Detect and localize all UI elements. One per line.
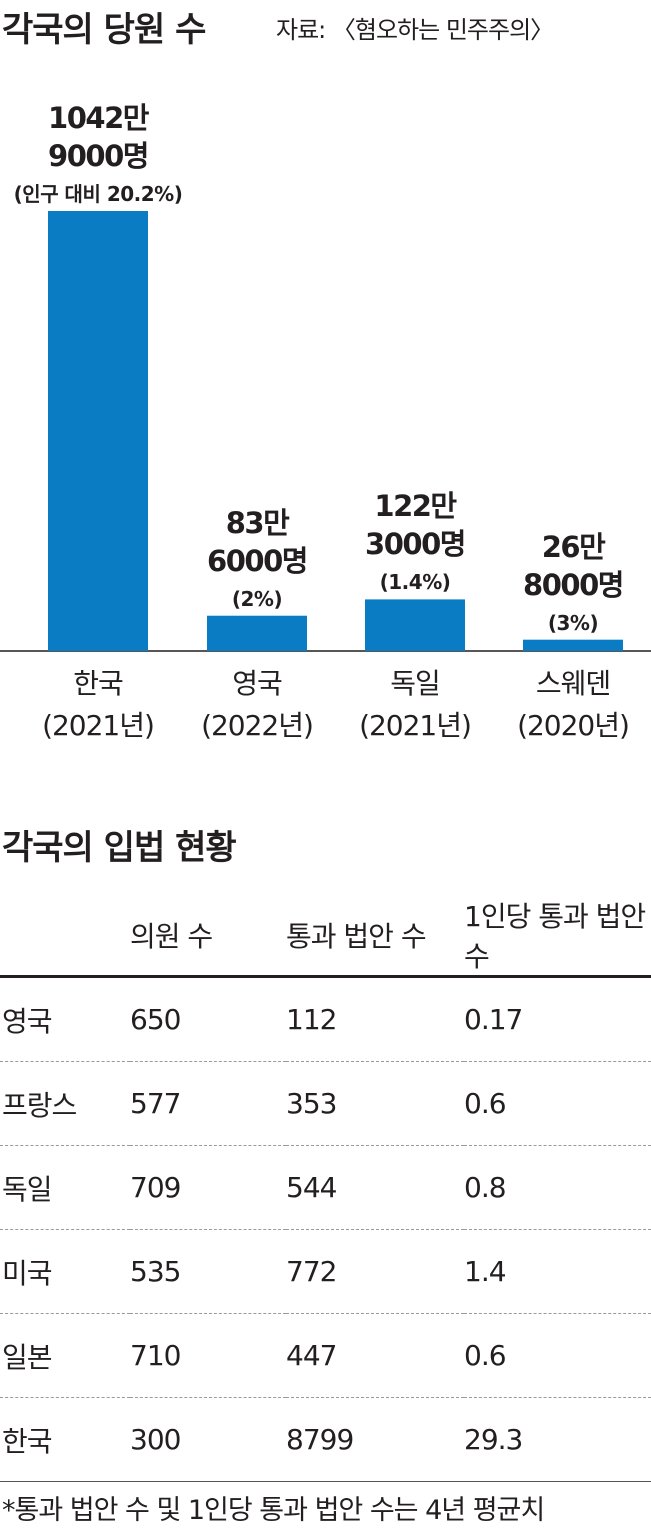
category-year: (2021년) [359,709,472,742]
cell-members: 300 [130,1423,181,1456]
cell-bills: 544 [286,1171,337,1204]
cell-members: 710 [130,1339,181,1372]
cell-country: 독일 [2,1172,53,1206]
value-label-line: 122만 [374,489,457,524]
cell-bills-per-member: 0.17 [464,1003,523,1036]
pct-label: (인구 대비 20.2%) [13,182,183,206]
value-label-line: 3000명 [365,527,466,562]
cell-country: 한국 [2,1424,53,1458]
header-country [0,895,130,977]
cell-country: 일본 [2,1340,53,1374]
cell-members: 577 [130,1087,181,1120]
value-label-line: 9000명 [48,139,149,173]
table-row: 미국 535 772 1.4 [0,1230,651,1314]
category-label: 한국 (2021년) [42,663,155,747]
cell-members: 709 [130,1171,181,1204]
legislation-table: 의원 수 통과 법안 수 1인당 통과 법안 수 영국 650 112 0.17… [0,895,651,1482]
table-row: 독일 709 544 0.8 [0,1146,651,1230]
bar-3 [523,639,623,651]
category-name: 한국 [73,667,124,700]
chart-title: 각국의 당원 수 [2,10,206,50]
bar-chart [0,211,651,652]
value-label-line: 8000명 [523,567,624,602]
cell-members: 535 [130,1255,181,1288]
value-label-line: 83만 [225,505,290,540]
cell-bills: 112 [286,1003,337,1036]
bar-1 [207,615,307,651]
table-title: 각국의 입법 현황 [2,828,237,868]
table-row: 프랑스 577 353 0.6 [0,1062,651,1146]
cell-bills: 447 [286,1339,337,1372]
value-label-line: 1042만 [48,101,149,135]
bar-2 [365,599,465,651]
category-label: 스웨덴 (2020년) [517,663,630,747]
cell-bills: 8799 [286,1423,354,1456]
cell-bills-per-member: 29.3 [464,1423,523,1456]
cell-country: 프랑스 [2,1088,77,1122]
cell-members: 650 [130,1003,181,1036]
cell-bills-per-member: 0.6 [464,1087,507,1120]
chart-source: 자료: 〈혐오하는 민주주의〉 [276,16,554,44]
category-name: 영국 [232,667,283,700]
bar-0 [48,211,148,651]
table-row: 한국 300 8799 29.3 [0,1398,651,1482]
cell-bills-per-member: 0.8 [464,1171,507,1204]
value-label-line: 26만 [541,529,606,564]
bar-value-label: 83만 6000명 (2%) [207,504,308,618]
bar-value-label: 122만 3000명 (1.4%) [365,487,466,601]
category-year: (2021년) [42,709,155,742]
cell-bills: 353 [286,1087,337,1120]
category-name: 독일 [390,667,441,700]
category-label: 영국 (2022년) [201,663,314,747]
category-label: 독일 (2021년) [359,663,472,747]
header-members: 의원 수 [130,920,213,953]
category-name: 스웨덴 [535,667,611,700]
bar-value-label: 26만 8000명 (3%) [523,528,624,642]
pct-label: (2%) [231,586,283,611]
pct-label: (3%) [547,610,599,635]
table-row: 일본 710 447 0.6 [0,1314,651,1398]
cell-country: 미국 [2,1256,53,1290]
cell-bills-per-member: 0.6 [464,1339,507,1372]
pct-label: (1.4%) [379,570,451,595]
category-year: (2020년) [517,709,630,742]
table-footnote: *통과 법안 수 및 1인당 통과 법안 수는 4년 평균치 [2,1495,545,1526]
cell-bills: 772 [286,1255,337,1288]
header-bills: 통과 법안 수 [286,920,427,953]
table-header-row: 의원 수 통과 법안 수 1인당 통과 법안 수 [0,895,651,977]
table-row: 영국 650 112 0.17 [0,977,651,1062]
cell-bills-per-member: 1.4 [464,1255,507,1288]
cell-country: 영국 [2,1004,53,1038]
value-label-line: 6000명 [207,543,308,578]
header-bills-per-member: 1인당 통과 법안 수 [464,900,646,973]
category-year: (2022년) [201,709,314,742]
bar-value-label: 1042만 9000명 (인구 대비 20.2%) [14,99,183,213]
